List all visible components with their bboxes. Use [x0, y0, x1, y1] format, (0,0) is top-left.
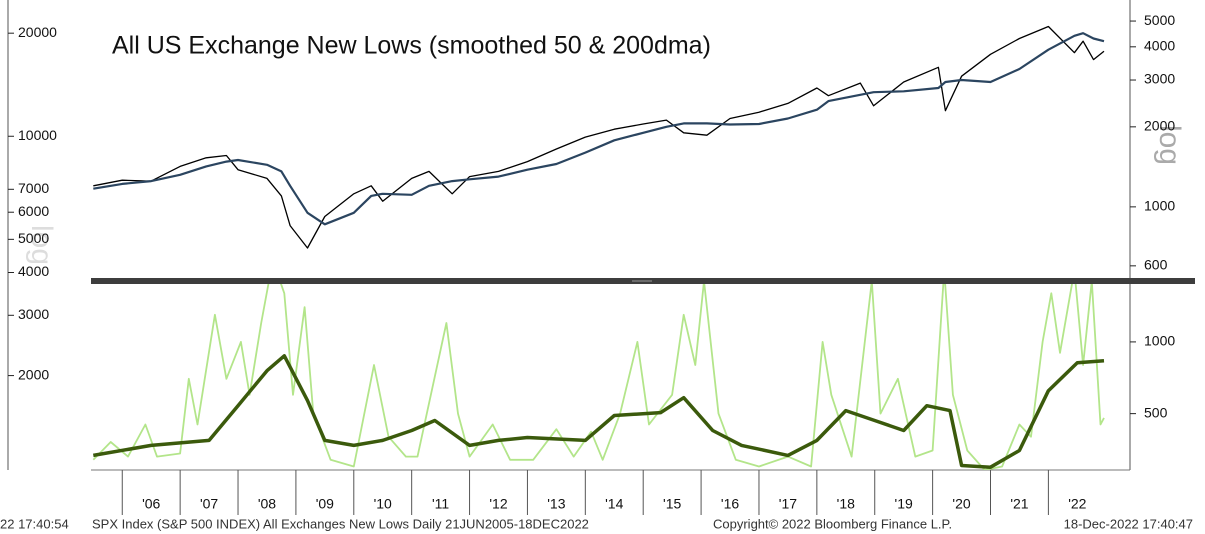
footer-time: 18-Dec-2022 17:40:47 — [1064, 516, 1193, 531]
x-tick-label: '17 — [779, 496, 797, 512]
x-tick-label: '11 — [432, 496, 449, 512]
data-line — [93, 32, 1105, 226]
data-line — [92, 284, 1105, 470]
y-tick-label: 7000 — [18, 180, 49, 196]
x-tick-label: '07 — [200, 496, 218, 512]
footer-description: SPX Index (S&P 500 INDEX) All Exchanges … — [92, 516, 589, 531]
x-tick-label: '18 — [837, 496, 855, 512]
x-tick-label: '20 — [952, 496, 970, 512]
x-tick-label: '14 — [605, 496, 623, 512]
y-tick-label: 5000 — [1144, 12, 1175, 28]
x-tick-label: '19 — [895, 496, 913, 512]
y-tick-label: 10000 — [18, 127, 57, 143]
x-tick-label: '21 — [1010, 496, 1028, 512]
x-tick-label: '09 — [316, 496, 334, 512]
x-tick-label: '06 — [142, 496, 160, 512]
x-tick-label: '15 — [663, 496, 681, 512]
axis-watermark: log — [25, 225, 58, 265]
x-tick-label: '12 — [489, 496, 507, 512]
y-tick-label: 20000 — [18, 24, 57, 40]
footer-copyright: Copyright© 2022 Bloomberg Finance L.P. — [713, 516, 952, 531]
y-tick-label: 5000 — [18, 230, 49, 246]
y-tick-label: 1000 — [1144, 198, 1175, 214]
x-tick-label: '10 — [374, 496, 392, 512]
x-tick-label: '13 — [547, 496, 565, 512]
footer-time: 22 17:40:54 — [0, 516, 69, 531]
data-line — [93, 354, 1105, 469]
y-tick-label: 1000 — [1144, 333, 1175, 349]
axis-watermark: log — [1153, 125, 1186, 165]
x-tick-label: '22 — [1068, 496, 1086, 512]
data-line — [93, 25, 1105, 249]
y-tick-label: 500 — [1144, 404, 1168, 420]
chart-title: All US Exchange New Lows (smoothed 50 & … — [112, 32, 711, 60]
y-tick-label: 600 — [1144, 257, 1168, 273]
y-tick-label: 2000 — [1144, 118, 1175, 134]
y-tick-label: 6000 — [18, 203, 49, 219]
x-tick-label: '16 — [721, 496, 739, 512]
y-tick-label: 3000 — [18, 306, 49, 322]
y-tick-label: 4000 — [18, 263, 49, 279]
y-tick-label: 2000 — [18, 366, 49, 382]
x-tick-label: '08 — [258, 496, 276, 512]
y-tick-label: 3000 — [1144, 71, 1175, 87]
y-tick-label: 4000 — [1144, 38, 1175, 54]
